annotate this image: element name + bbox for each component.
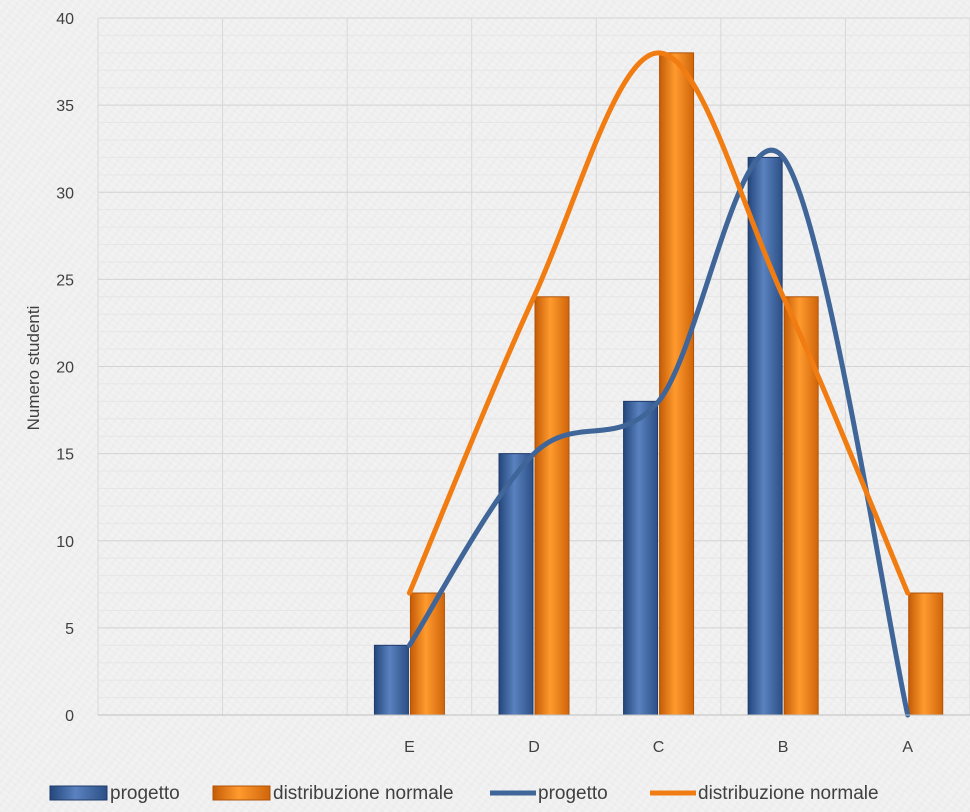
bar-progetto-B — [747, 156, 783, 716]
legend-progetto-bar-label: progetto — [110, 783, 180, 804]
legend-progetto-line-label: progetto — [538, 783, 608, 804]
y-tick-label: 10 — [56, 534, 74, 551]
x-tick-label-D: D — [528, 739, 540, 756]
grid-layer — [97, 17, 970, 716]
line-progetto — [406, 147, 911, 718]
y-tick-label: 5 — [65, 621, 74, 638]
legend-distribuzione-normale-bar-label: distribuzione normale — [273, 783, 454, 804]
y-tick-label: 15 — [56, 447, 74, 464]
x-tick-label-A: A — [902, 739, 913, 756]
bar-distribuzione-normale-C — [659, 52, 695, 716]
bar-progetto-E — [373, 644, 409, 716]
y-tick-label: 0 — [65, 708, 74, 725]
lines-layer — [406, 50, 911, 718]
x-tick-label-E: E — [404, 739, 415, 756]
legend: progetto distribuzione normale progetto dis… — [49, 783, 879, 804]
y-tick-label: 20 — [56, 360, 74, 377]
legend-distribuzione-normale-bar-swatch — [212, 785, 271, 801]
legend-distribuzione-normale-line-label: distribuzione normale — [698, 783, 879, 804]
bar-progetto-C — [623, 400, 659, 716]
y-tick-label: 35 — [56, 98, 74, 115]
x-tick-label-B: B — [778, 739, 789, 756]
y-tick-label: 25 — [56, 272, 74, 289]
legend-progetto-bar-swatch — [49, 785, 108, 801]
y-axis-title: Numero studenti — [24, 306, 43, 431]
bars-layer — [373, 52, 944, 716]
axis-layer: 0 5 10 15 20 25 30 35 40 E D C B A — [56, 11, 970, 756]
bar-distribuzione-normale-D — [534, 296, 570, 716]
line-distribuzione-normale — [406, 50, 911, 596]
y-tick-label: 30 — [56, 185, 74, 202]
bar-progetto-D — [498, 453, 534, 716]
y-tick-label: 40 — [56, 11, 74, 28]
bar-distribuzione-normale-A — [908, 592, 944, 716]
x-tick-label-C: C — [653, 739, 665, 756]
